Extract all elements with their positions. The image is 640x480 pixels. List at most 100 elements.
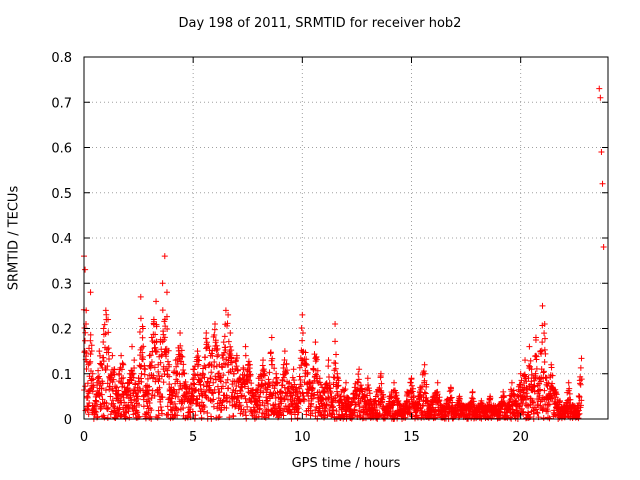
data-point: [105, 329, 112, 336]
data-point: [566, 385, 573, 392]
data-point: [364, 375, 371, 382]
data-point: [241, 392, 248, 399]
data-point: [268, 407, 275, 414]
data-point: [180, 361, 187, 368]
data-point: [104, 363, 111, 370]
data-point: [533, 406, 540, 413]
data-point: [208, 369, 215, 376]
data-point: [224, 376, 231, 383]
data-point: [107, 375, 114, 382]
data-point: [157, 339, 164, 346]
data-point: [85, 361, 92, 368]
data-point: [135, 375, 142, 382]
data-point: [115, 370, 122, 377]
data-point: [107, 411, 114, 418]
data-point: [518, 377, 525, 384]
data-point: [469, 395, 476, 402]
data-point: [373, 388, 380, 395]
data-point: [159, 351, 166, 358]
data-point: [332, 365, 339, 372]
data-point: [270, 404, 277, 411]
data-point: [417, 384, 424, 391]
data-point: [399, 411, 406, 418]
data-point: [100, 325, 107, 332]
data-point: [201, 362, 208, 369]
data-point: [551, 411, 558, 418]
data-point: [82, 329, 89, 336]
data-point: [180, 367, 187, 374]
data-point: [87, 351, 94, 358]
data-point: [355, 371, 362, 378]
data-point: [200, 382, 207, 389]
data-point: [352, 401, 359, 408]
data-point: [86, 345, 93, 352]
data-point: [465, 402, 472, 409]
data-point: [141, 371, 148, 378]
data-point: [160, 379, 167, 386]
data-point: [342, 408, 349, 415]
data-point: [181, 370, 188, 377]
data-point: [541, 330, 548, 337]
data-point: [210, 390, 217, 397]
data-point: [264, 384, 271, 391]
data-point: [532, 370, 539, 377]
data-point: [541, 359, 548, 366]
data-point: [180, 370, 187, 377]
data-point: [153, 348, 160, 355]
data-point: [273, 380, 280, 387]
data-point: [97, 360, 104, 367]
data-point: [578, 376, 585, 383]
data-point: [165, 347, 172, 354]
data-point: [181, 398, 188, 405]
data-point: [519, 409, 526, 416]
data-point: [491, 411, 498, 418]
data-point: [202, 389, 209, 396]
data-point: [205, 378, 212, 385]
data-point: [308, 384, 315, 391]
data-point: [528, 366, 535, 373]
data-point: [139, 334, 146, 341]
data-point: [288, 410, 295, 417]
data-point: [235, 395, 242, 402]
data-point: [280, 412, 287, 419]
data-point: [242, 343, 249, 350]
data-point: [362, 402, 369, 409]
data-point: [468, 395, 475, 402]
data-point: [530, 410, 537, 417]
data-point: [99, 396, 106, 403]
data-point: [443, 397, 450, 404]
data-point: [297, 398, 304, 405]
data-point: [161, 334, 168, 341]
data-point: [98, 391, 105, 398]
data-point: [231, 393, 238, 400]
data-point: [504, 406, 511, 413]
data-point: [133, 393, 140, 400]
data-point: [408, 375, 415, 382]
data-point: [247, 371, 254, 378]
data-point: [98, 385, 105, 392]
data-point: [109, 397, 116, 404]
data-point: [303, 356, 310, 363]
data-point: [150, 316, 157, 323]
data-point: [124, 379, 131, 386]
data-point: [268, 334, 275, 341]
data-point: [102, 387, 109, 394]
data-point: [390, 399, 397, 406]
data-point: [537, 348, 544, 355]
data-point: [299, 329, 306, 336]
data-point: [148, 407, 155, 414]
data-point: [280, 374, 287, 381]
data-point: [203, 330, 210, 337]
data-point: [500, 388, 507, 395]
data-point: [151, 392, 158, 399]
data-point: [541, 387, 548, 394]
data-point: [201, 374, 208, 381]
data-point: [311, 392, 318, 399]
data-point: [172, 357, 179, 364]
data-point: [574, 411, 581, 418]
data-point: [523, 390, 530, 397]
data-point: [164, 326, 171, 333]
data-point: [216, 361, 223, 368]
data-point: [338, 388, 345, 395]
data-point: [156, 384, 163, 391]
